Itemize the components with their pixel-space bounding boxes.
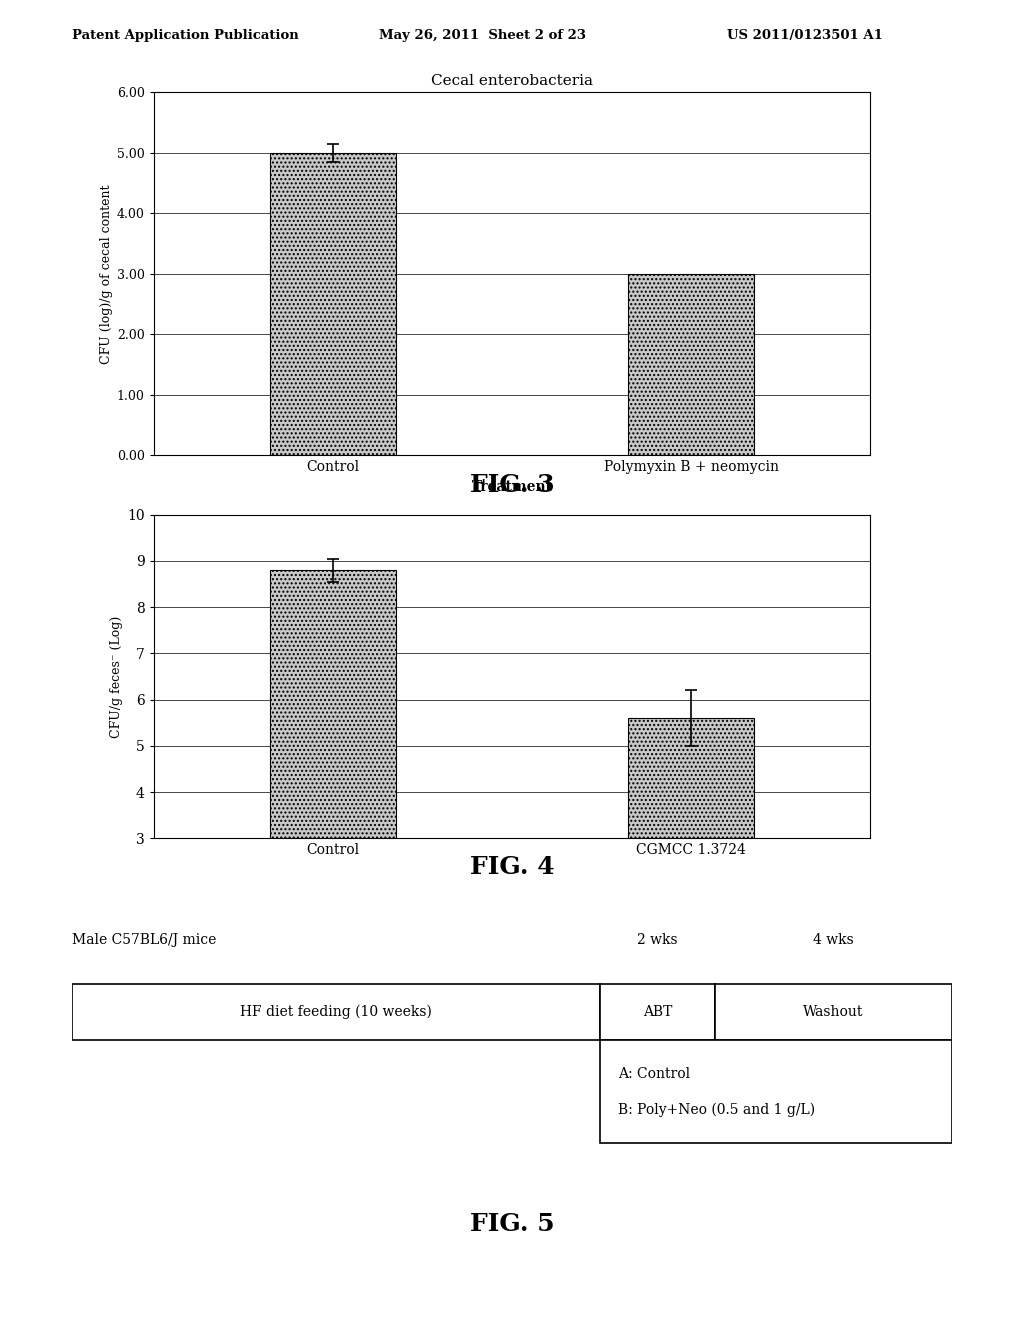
Text: 2 wks: 2 wks [637,933,678,948]
Y-axis label: CFU/g feces⁻ (Log): CFU/g feces⁻ (Log) [110,615,123,738]
Text: May 26, 2011  Sheet 2 of 23: May 26, 2011 Sheet 2 of 23 [379,29,586,42]
Text: FIG. 5: FIG. 5 [470,1212,554,1236]
Text: US 2011/0123501 A1: US 2011/0123501 A1 [727,29,883,42]
Text: FIG. 3: FIG. 3 [470,473,554,496]
Bar [715,983,952,1040]
Bar [600,983,715,1040]
Text: B: Poly+Neo (0.5 and 1 g/L): B: Poly+Neo (0.5 and 1 g/L) [617,1102,815,1117]
Text: HF diet feeding (10 weeks): HF diet feeding (10 weeks) [240,1005,432,1019]
Bar [629,718,754,838]
Text: Male C57BL6/J mice: Male C57BL6/J mice [72,933,216,948]
Text: FIG. 4: FIG. 4 [470,855,554,879]
Text: 4 wks: 4 wks [813,933,854,948]
Y-axis label: CFU (log)/g of cecal content: CFU (log)/g of cecal content [99,185,113,363]
X-axis label: Treatment: Treatment [471,479,553,494]
Text: ABT: ABT [643,1005,672,1019]
Bar [72,983,600,1040]
Bar [629,273,754,455]
Bar [270,570,395,838]
Bar [600,1040,952,1143]
Title: Cecal enterobacteria: Cecal enterobacteria [431,74,593,88]
Text: Washout: Washout [803,1005,863,1019]
Text: Patent Application Publication: Patent Application Publication [72,29,298,42]
Bar [270,153,395,455]
Text: A: Control: A: Control [617,1067,690,1081]
